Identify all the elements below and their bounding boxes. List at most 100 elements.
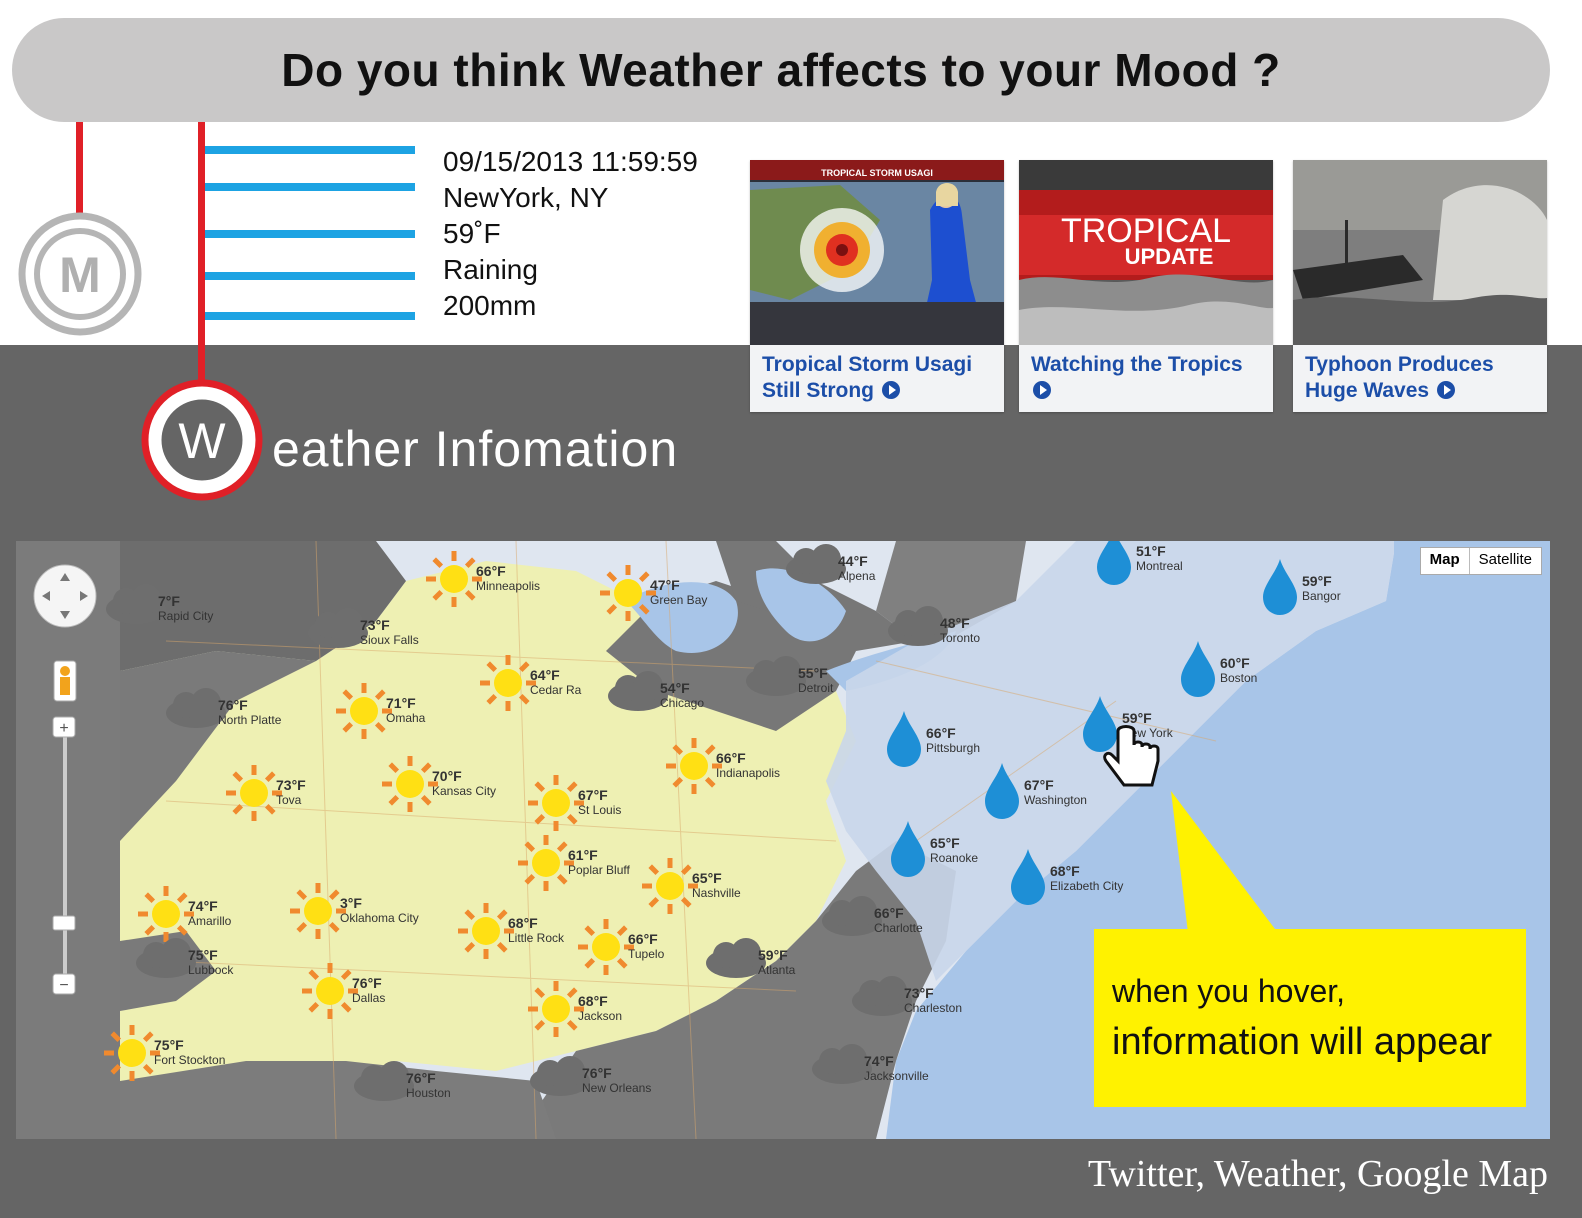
cloud-icon[interactable] xyxy=(812,1044,872,1084)
temperature-text: 59˚F xyxy=(443,218,501,249)
video-caption[interactable]: Typhoon Produces Huge Waves xyxy=(1305,352,1541,404)
raindrop-icon[interactable] xyxy=(1097,541,1131,585)
mood-badge-icon[interactable]: M xyxy=(18,212,142,336)
cloud-icon[interactable] xyxy=(852,976,912,1016)
video-card-tropics[interactable]: TROPICAL UPDATE Watching the Tropics xyxy=(1019,160,1273,412)
cloud-icon[interactable] xyxy=(166,688,226,728)
video-title[interactable]: Watching the Tropics xyxy=(1031,353,1243,376)
sun-icon[interactable] xyxy=(382,756,438,812)
sun-icon[interactable] xyxy=(138,886,194,942)
raindrop-icon[interactable] xyxy=(1011,849,1045,905)
sun-icon[interactable] xyxy=(528,981,584,1037)
cloud-icon[interactable] xyxy=(706,938,766,978)
sun-icon[interactable] xyxy=(528,775,584,831)
sun-icon[interactable] xyxy=(426,551,482,607)
cloud-icon[interactable] xyxy=(530,1056,590,1096)
video-caption[interactable]: Tropical Storm Usagi Still Strong xyxy=(762,352,998,404)
raindrop-icon[interactable] xyxy=(1263,559,1297,615)
cloud-icon[interactable] xyxy=(822,896,882,936)
sun-icon[interactable] xyxy=(290,883,346,939)
sun-icon[interactable] xyxy=(480,655,536,711)
sun-icon[interactable] xyxy=(642,858,698,914)
city-marker[interactable]: 67°FSt Louis xyxy=(528,775,621,831)
play-icon[interactable] xyxy=(882,381,900,399)
raindrop-icon[interactable] xyxy=(1181,641,1215,697)
cloud-icon[interactable] xyxy=(786,544,846,584)
cloud-icon[interactable] xyxy=(136,938,196,978)
cloud-icon[interactable] xyxy=(106,584,166,624)
map-type-toggle[interactable]: Map Satellite xyxy=(1419,547,1542,575)
raindrop-icon[interactable] xyxy=(1083,696,1117,752)
play-icon[interactable] xyxy=(1437,381,1456,399)
sun-icon[interactable] xyxy=(336,683,392,739)
cloud-icon[interactable] xyxy=(888,606,948,646)
map-pan-control[interactable] xyxy=(33,564,97,628)
weather-badge-icon[interactable]: W xyxy=(140,378,264,502)
play-icon[interactable] xyxy=(1033,381,1051,399)
sun-icon[interactable] xyxy=(578,919,634,975)
sun-icon[interactable] xyxy=(600,565,656,621)
raindrop-icon[interactable] xyxy=(985,763,1019,819)
sun-icon[interactable] xyxy=(302,963,358,1019)
sun-icon[interactable] xyxy=(104,1025,160,1081)
sun-icon[interactable] xyxy=(458,903,514,959)
video-card-typhoon[interactable]: Typhoon Produces Huge Waves xyxy=(1293,160,1547,412)
video-caption[interactable]: Watching the Tropics xyxy=(1031,352,1267,404)
video-thumbnail: TROPICAL STORM USAGI xyxy=(750,160,1004,345)
cloud-icon[interactable] xyxy=(354,1061,414,1101)
cloud-icon[interactable] xyxy=(746,656,806,696)
sun-icon[interactable] xyxy=(666,738,722,794)
sun-icon[interactable] xyxy=(226,765,282,821)
zoom-slider[interactable]: + − xyxy=(52,716,76,995)
raindrop-icon[interactable] xyxy=(891,821,925,877)
raindrop-icon[interactable] xyxy=(887,711,921,767)
video-title[interactable]: Tropical Storm Usagi Still Strong xyxy=(762,353,973,402)
street-view-pegman-icon[interactable] xyxy=(53,660,77,702)
map-type-map[interactable]: Map xyxy=(1421,548,1470,574)
sun-icon[interactable] xyxy=(518,835,574,891)
cloud-icon[interactable] xyxy=(308,608,368,648)
cloud-icon[interactable] xyxy=(608,671,668,711)
video-card-storm[interactable]: TROPICAL STORM USAGI Tropical Storm Usag… xyxy=(750,160,1004,412)
city-temp: 68°F xyxy=(508,915,538,931)
video-title[interactable]: Typhoon Produces Huge Waves xyxy=(1305,353,1494,402)
map-type-satellite[interactable]: Satellite xyxy=(1478,551,1532,568)
